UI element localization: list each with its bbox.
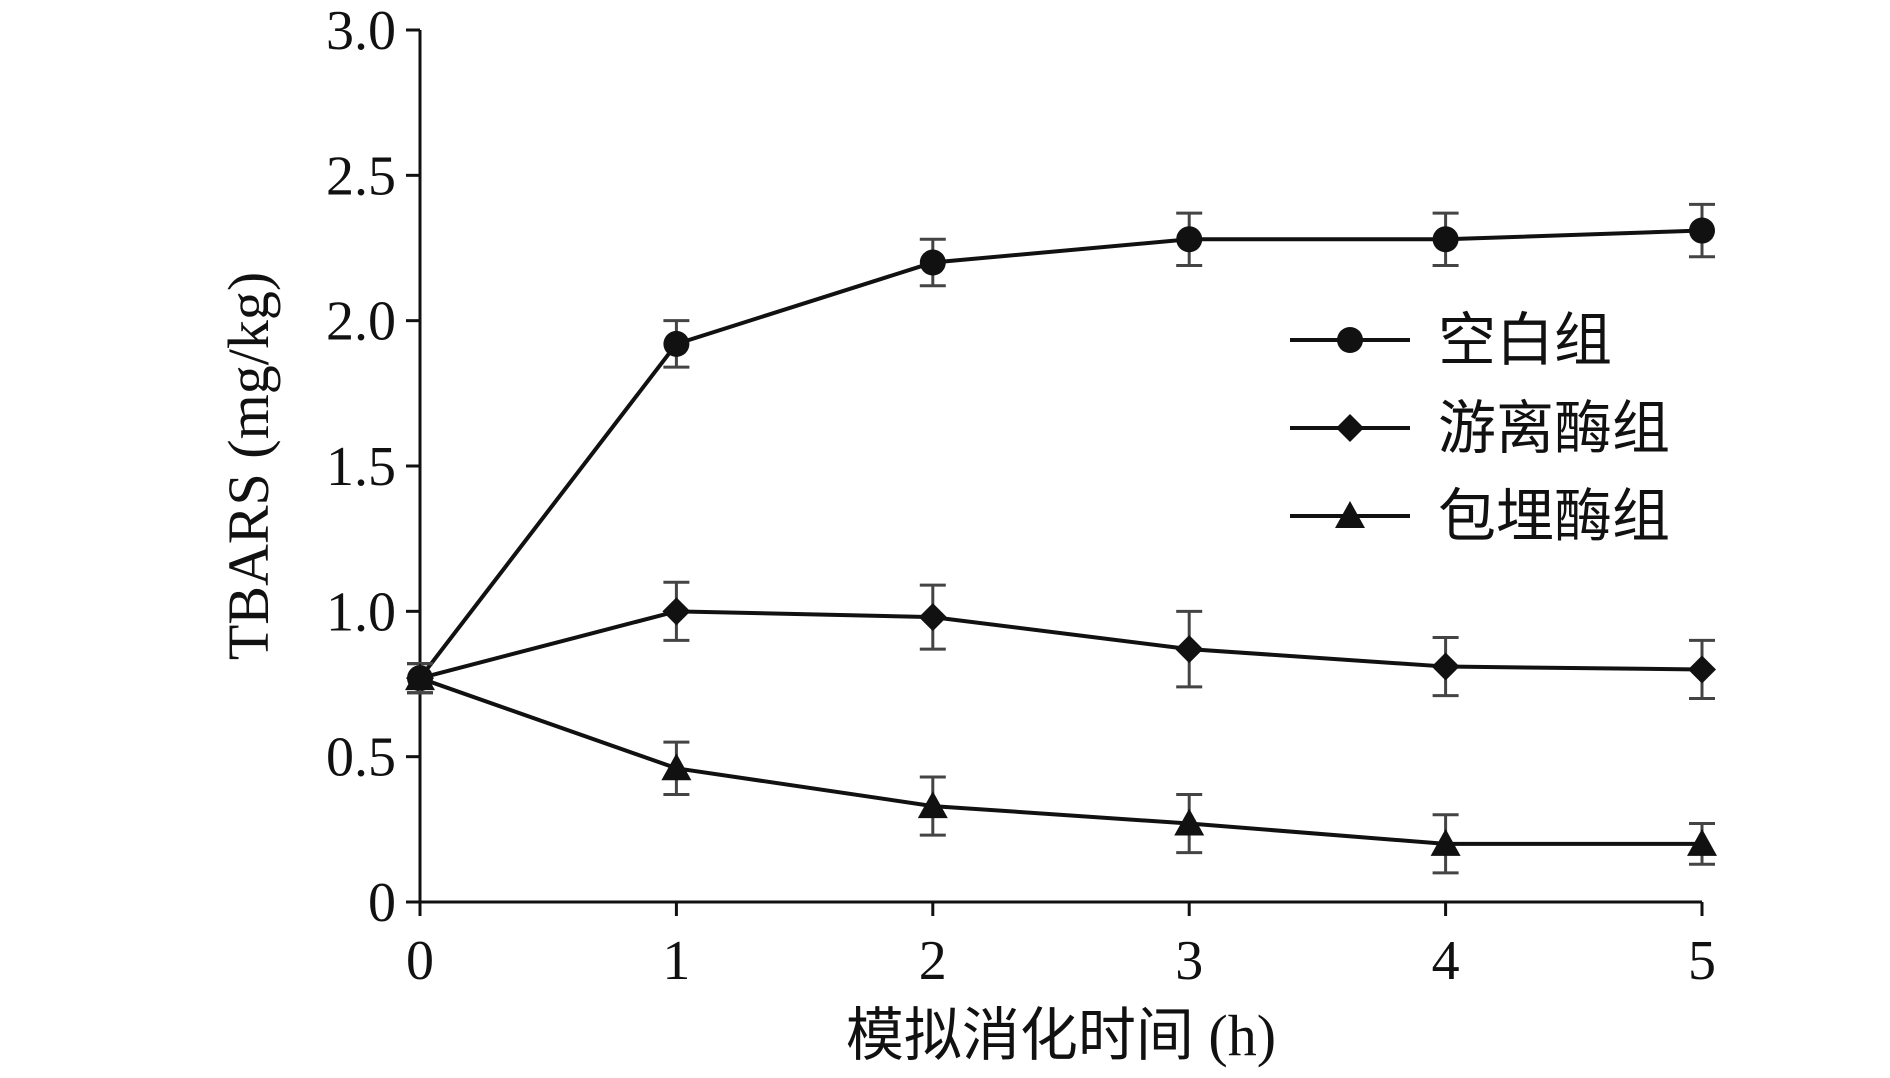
legend-marker <box>1337 327 1363 353</box>
legend-item: 包埋酶组 <box>1290 484 1670 549</box>
x-tick-label: 3 <box>1175 930 1203 992</box>
y-tick-label: 2.5 <box>326 145 396 207</box>
data-point <box>662 597 691 626</box>
legend-label: 游离酶组 <box>1438 396 1670 461</box>
data-point <box>918 603 947 632</box>
series-line <box>418 228 1703 680</box>
data-point <box>405 663 435 691</box>
x-tick-label: 4 <box>1432 930 1460 992</box>
axes <box>418 30 1702 904</box>
x-tick-label: 5 <box>1688 930 1716 992</box>
data-point <box>1176 226 1203 253</box>
series-triangle <box>405 662 1717 875</box>
legend-marker <box>1336 414 1364 442</box>
data-point <box>1431 652 1460 681</box>
x-tick-label: 0 <box>406 930 434 992</box>
legend-label: 空白组 <box>1438 308 1612 373</box>
data-point <box>1430 828 1461 856</box>
data-point <box>917 791 948 819</box>
data-point <box>661 753 692 781</box>
series-circle <box>407 202 1715 695</box>
series-line <box>419 676 1702 846</box>
data-point <box>1432 226 1459 253</box>
legend-label: 包埋酶组 <box>1438 484 1670 549</box>
x-ticks: 0 1 2 3 4 5 <box>406 902 1716 992</box>
x-axis-title: 模拟消化时间 (h) <box>846 1003 1276 1068</box>
y-tick-label: 1.0 <box>326 581 396 643</box>
y-tick-label: 0 <box>368 872 396 934</box>
legend-item: 空白组 <box>1290 308 1612 373</box>
data-point <box>1687 828 1717 856</box>
data-point <box>919 249 946 276</box>
y-tick-label: 0.5 <box>326 727 396 789</box>
data-point <box>1175 635 1204 664</box>
y-tick-label: 2.0 <box>326 291 396 353</box>
y-tick-label: 1.5 <box>326 436 396 498</box>
y-ticks: 0 0.5 1.0 1.5 2.0 2.5 3.0 <box>326 0 420 934</box>
data-point <box>1688 655 1716 684</box>
series-line <box>419 609 1703 681</box>
series-layer <box>405 202 1717 875</box>
legend-item: 游离酶组 <box>1290 396 1670 461</box>
legend-marker <box>1335 501 1365 528</box>
x-tick-label: 2 <box>919 930 947 992</box>
x-tick-label: 1 <box>662 930 690 992</box>
series-diamond <box>406 580 1716 701</box>
data-point <box>1689 217 1715 244</box>
y-tick-label: 3.0 <box>326 0 396 62</box>
data-point <box>1174 808 1205 836</box>
data-point <box>663 330 690 357</box>
y-axis-title: TBARS (mg/kg) <box>216 272 281 660</box>
